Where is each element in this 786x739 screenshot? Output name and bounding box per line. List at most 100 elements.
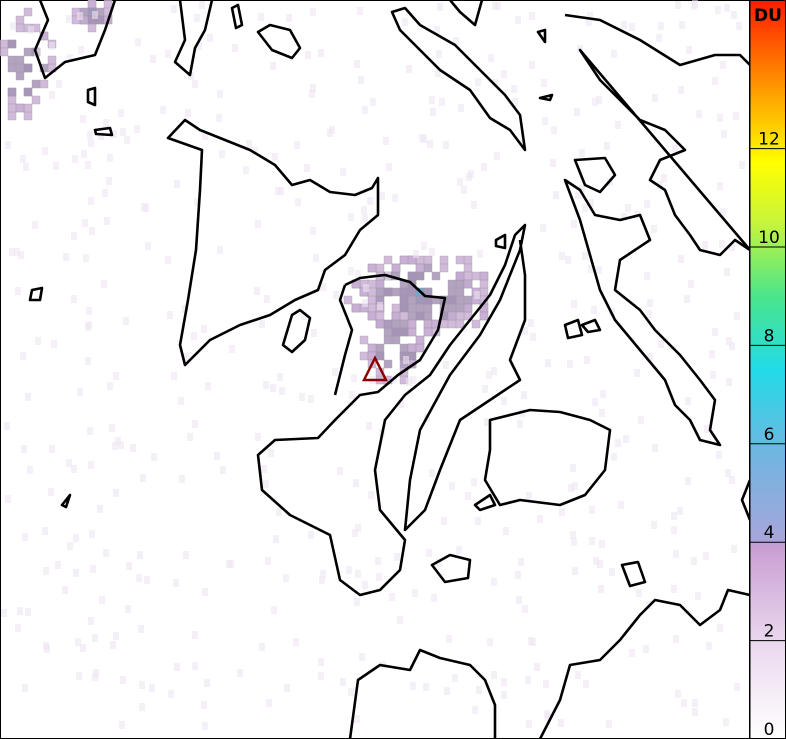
colorbar-tick-label: 8 (764, 326, 775, 346)
background-pixel (188, 72, 194, 80)
background-pixel (716, 451, 722, 459)
plume-pixel (471, 319, 481, 329)
plume-pixel (23, 7, 33, 17)
background-pixel (354, 715, 360, 723)
background-pixel (151, 453, 157, 461)
plume-pixel (479, 311, 489, 321)
background-pixel (609, 568, 615, 576)
background-pixel (243, 166, 249, 174)
background-pixel (349, 391, 355, 399)
background-pixel (107, 382, 113, 390)
background-pixel (661, 174, 667, 182)
background-pixel (421, 242, 427, 250)
background-pixel (734, 683, 740, 691)
background-pixel (109, 424, 115, 432)
background-pixel (596, 266, 602, 274)
background-pixel (437, 3, 443, 11)
background-pixel (73, 569, 79, 577)
background-pixel (604, 142, 610, 150)
background-pixel (255, 220, 261, 228)
plume-pixel (463, 255, 473, 265)
plume-pixel (423, 319, 433, 329)
background-pixel (712, 328, 718, 336)
background-pixel (685, 477, 691, 485)
background-pixel (259, 643, 265, 651)
plume-pixel (375, 263, 385, 273)
background-pixel (28, 26, 34, 34)
background-pixel (98, 132, 104, 140)
background-pixel (118, 441, 124, 449)
plume-pixel (463, 263, 473, 273)
background-pixel (671, 526, 677, 534)
background-pixel (310, 227, 316, 235)
background-pixel (183, 551, 189, 559)
plume-pixel (415, 271, 425, 281)
background-pixel (457, 178, 463, 186)
background-pixel (202, 588, 208, 596)
background-pixel (118, 109, 124, 117)
background-pixel (85, 357, 91, 365)
background-pixel (168, 690, 174, 698)
background-pixel (719, 240, 725, 248)
background-pixel (503, 527, 509, 535)
coastline (256, 223, 527, 597)
background-pixel (406, 65, 412, 73)
background-pixel (264, 295, 270, 303)
background-pixel (123, 317, 129, 325)
plume-pixel (415, 263, 425, 273)
plume-pixel (375, 279, 385, 289)
coastline (230, 3, 244, 30)
background-pixel (717, 182, 723, 190)
background-pixel (4, 422, 10, 430)
background-pixel (429, 96, 435, 104)
background-pixel (134, 125, 140, 133)
background-pixel (136, 574, 142, 582)
plume-pixel (87, 0, 97, 9)
background-pixel (332, 368, 338, 376)
background-pixel (304, 164, 310, 172)
plume-pixel (359, 335, 369, 345)
background-pixel (5, 141, 11, 149)
background-pixel (402, 18, 408, 26)
background-pixel (111, 130, 117, 138)
plume-pixel (367, 303, 377, 313)
background-pixel (352, 529, 358, 537)
background-pixel (436, 50, 442, 58)
background-pixel (703, 552, 709, 560)
background-pixel (101, 280, 107, 288)
plume-pixel (455, 255, 465, 265)
background-pixel (353, 479, 359, 487)
background-pixel (201, 701, 207, 709)
plume-pixel (383, 327, 393, 337)
plume-pixel (15, 63, 25, 73)
background-pixel (487, 638, 493, 646)
background-pixel (42, 147, 48, 155)
plume-pixel (423, 327, 433, 337)
plume-pixel (407, 343, 417, 353)
background-pixel (18, 251, 24, 259)
background-pixel (270, 62, 276, 70)
background-pixel (623, 435, 629, 443)
plume-pixel (0, 39, 9, 49)
plume-pixel (423, 303, 433, 313)
background-pixel (629, 649, 635, 657)
background-pixel (465, 492, 471, 500)
background-pixel (651, 521, 657, 529)
plume-pixel (23, 87, 33, 97)
background-pixel (572, 567, 578, 575)
plume-pixel (415, 311, 425, 321)
background-pixel (130, 444, 136, 452)
background-pixel (165, 256, 171, 264)
plume-pixel (351, 303, 361, 313)
background-pixel (43, 567, 49, 575)
background-pixel (621, 21, 627, 29)
background-pixel (403, 356, 409, 364)
plume-pixel (463, 295, 473, 305)
background-pixel (673, 635, 679, 643)
background-pixel (375, 557, 381, 565)
plume-pixel (0, 47, 9, 57)
background-pixel (681, 699, 687, 707)
background-pixel (263, 480, 269, 488)
plume-pixel (455, 311, 465, 321)
background-pixel (361, 206, 367, 214)
